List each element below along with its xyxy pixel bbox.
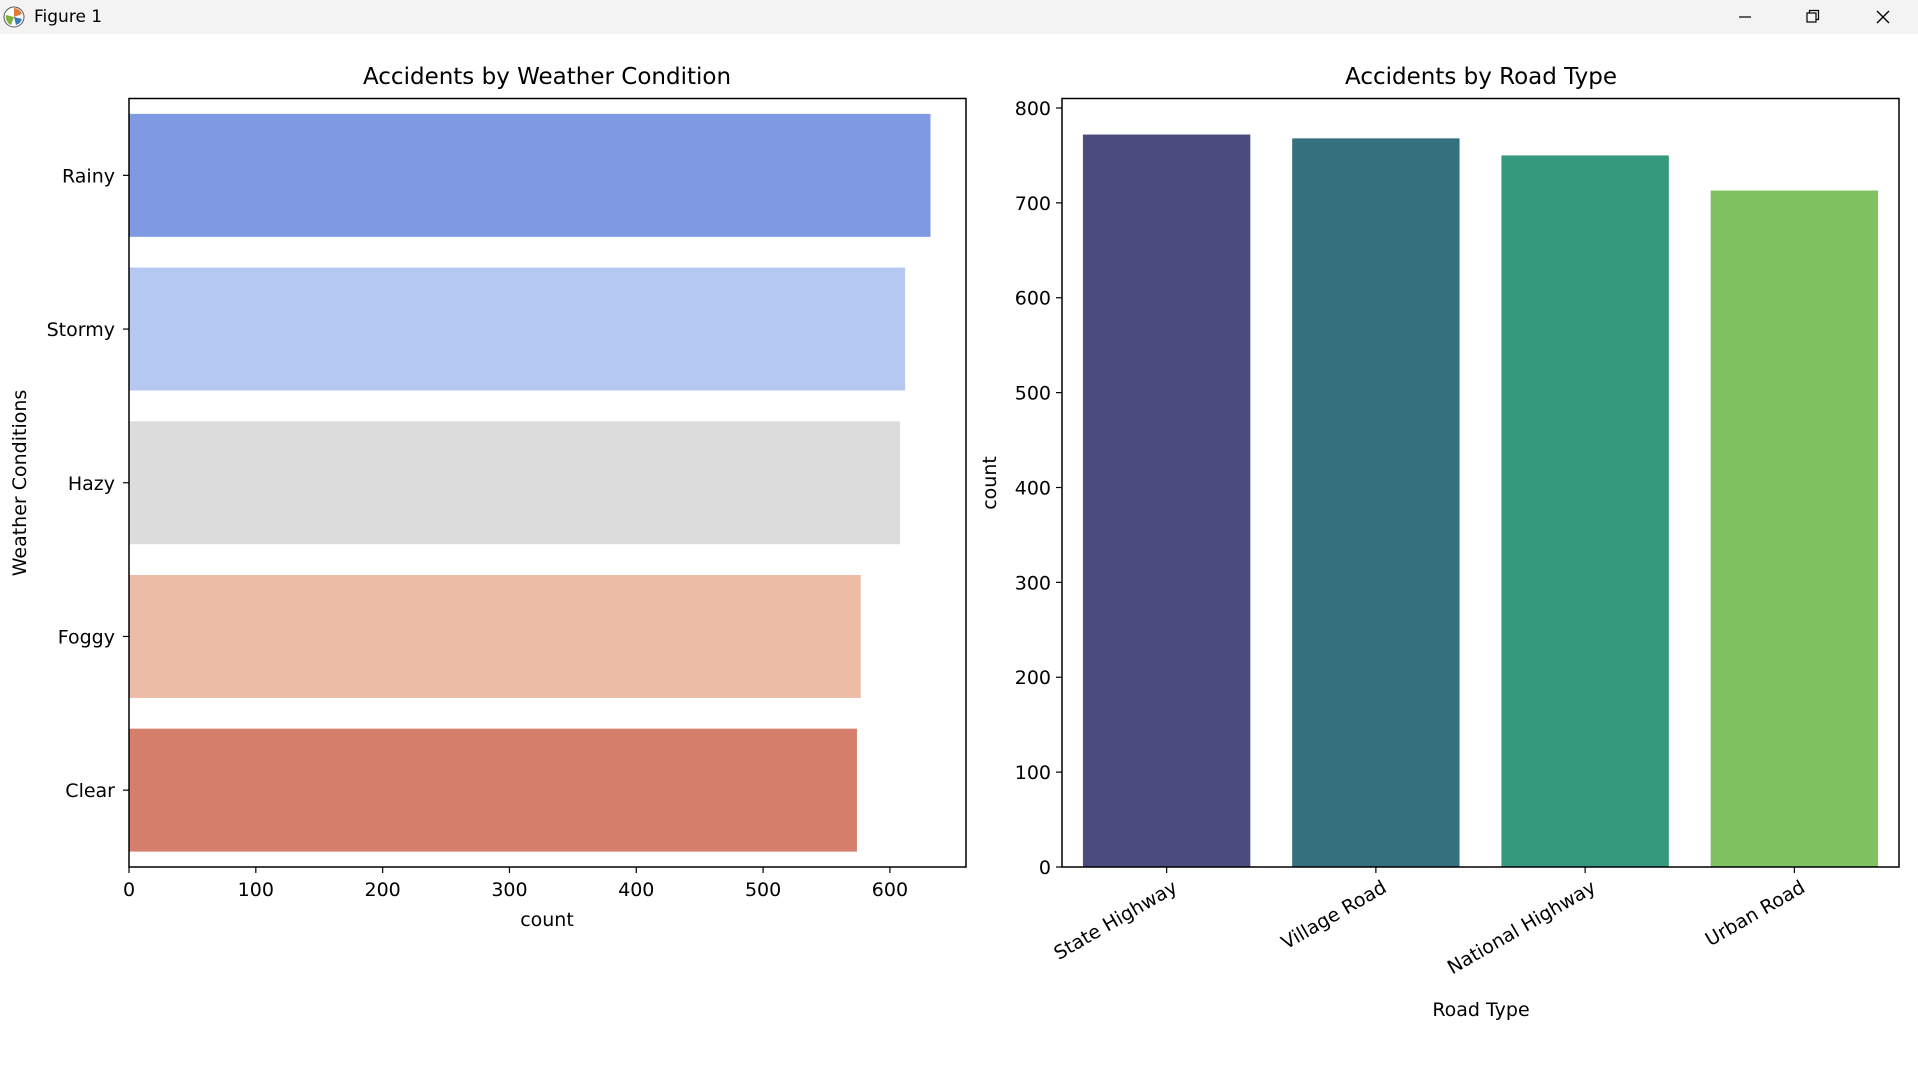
- weather-xtick-label: 500: [745, 879, 781, 901]
- weather-bar: [129, 113, 931, 237]
- window-title: Figure 1: [34, 7, 103, 27]
- matplotlib-icon: [3, 6, 25, 28]
- road-chart-frame: [1061, 97, 1900, 868]
- road-ytick-label: 400: [1015, 477, 1051, 499]
- weather-xtick-label: 100: [238, 879, 274, 901]
- road-xtick-label: Urban Road: [1702, 876, 1809, 951]
- road-ytick-label: 500: [1015, 383, 1051, 405]
- weather-ytick-label: Hazy: [68, 473, 115, 495]
- road-ytick-label: 100: [1015, 762, 1051, 784]
- restore-button[interactable]: [1778, 0, 1848, 34]
- road-xtick-label: Village Road: [1278, 876, 1391, 954]
- road-bar: [1501, 155, 1669, 868]
- weather-bar: [129, 421, 901, 545]
- weather-ytick-label: Clear: [65, 780, 115, 802]
- road-ytick-label: 0: [1039, 857, 1051, 879]
- weather-chart-title: Accidents by Weather Condition: [363, 64, 731, 90]
- road-bar: [1710, 190, 1879, 867]
- weather-xtick-label: 0: [123, 879, 135, 901]
- weather-xtick-label: 400: [618, 879, 654, 901]
- minimize-button[interactable]: [1710, 0, 1780, 34]
- weather-chart-ylabel: Weather Conditions: [9, 390, 31, 577]
- weather-ytick-label: Stormy: [47, 319, 115, 341]
- road-chart: Accidents by Road Type State Highway Vill…: [979, 64, 1900, 1021]
- weather-bar: [129, 267, 906, 391]
- weather-ytick-label: Foggy: [58, 626, 115, 648]
- weather-xtick-label: 300: [491, 879, 527, 901]
- weather-xtick-label: 200: [365, 879, 401, 901]
- road-ytick-label: 700: [1015, 193, 1051, 215]
- weather-ytick-label: Rainy: [62, 165, 115, 187]
- road-chart-ylabel: count: [979, 456, 1001, 510]
- road-ytick-label: 800: [1015, 98, 1051, 120]
- road-ytick-label: 600: [1015, 288, 1051, 310]
- weather-bar: [129, 728, 857, 852]
- weather-bar: [129, 574, 861, 698]
- close-button[interactable]: [1848, 0, 1918, 34]
- figure-canvas: Accidents by Weather Condition 0 100 200 30…: [9, 64, 1900, 1021]
- road-chart-title: Accidents by Road Type: [1345, 64, 1617, 90]
- road-bar: [1082, 134, 1251, 867]
- road-xtick-label: National Highway: [1444, 876, 1600, 979]
- weather-chart-xlabel: count: [520, 909, 574, 931]
- close-icon: [1876, 10, 1890, 24]
- road-xtick-label: State Highway: [1050, 876, 1181, 964]
- road-ytick-label: 300: [1015, 572, 1051, 594]
- weather-xtick-label: 600: [872, 879, 908, 901]
- road-chart-xlabel: Road Type: [1432, 999, 1529, 1021]
- road-ytick-label: 200: [1015, 667, 1051, 689]
- window-titlebar: Figure 1: [0, 0, 1918, 34]
- weather-chart: Accidents by Weather Condition 0 100 200 30…: [9, 64, 967, 931]
- restore-icon: [1806, 9, 1820, 23]
- road-bar: [1292, 138, 1460, 867]
